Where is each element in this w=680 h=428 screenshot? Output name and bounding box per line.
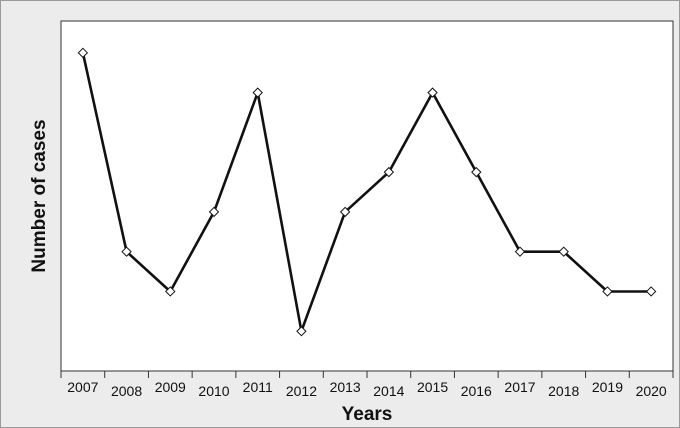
x-tick-label: 2012: [286, 383, 317, 399]
data-point-marker: [296, 326, 307, 337]
x-tick-label: 2018: [548, 383, 579, 399]
x-tick-label: 2017: [504, 379, 535, 395]
x-tick-label: 2010: [198, 383, 229, 399]
data-point-marker: [645, 286, 657, 297]
plot-area: [60, 20, 674, 372]
data-point-marker: [471, 166, 482, 178]
data-point-marker: [558, 246, 569, 257]
data-point-marker: [339, 206, 351, 218]
data-point-marker: [208, 206, 220, 218]
x-tick-label: 2011: [243, 379, 273, 395]
x-tick-label: 2016: [461, 383, 492, 399]
x-tick-label: 2020: [636, 383, 667, 399]
x-tick-labels: 2007 2008 2009 2010 2011 2012 2013 2014 2015 2016…: [67, 379, 667, 399]
x-axis-title: Years: [342, 404, 393, 425]
data-point-marker: [121, 246, 132, 257]
data-point-marker: [165, 286, 176, 297]
data-point-marker: [514, 246, 526, 257]
x-tick-label: 2015: [417, 379, 448, 395]
y-axis-title: Number of cases: [29, 119, 50, 272]
x-tick-label: 2009: [155, 379, 186, 395]
series-line: [81, 52, 652, 333]
x-tick-label: 2014: [373, 383, 404, 399]
data-point-marker: [427, 87, 438, 98]
data-point-marker: [383, 166, 395, 178]
data-point-marker: [252, 87, 263, 98]
x-ticks: [60, 371, 674, 378]
x-tick-label: 2019: [592, 379, 623, 395]
data-point-marker: [77, 47, 89, 59]
series-markers: [77, 47, 657, 337]
x-tick-label: 2007: [67, 379, 98, 395]
data-point-marker: [602, 286, 613, 297]
x-tick-label: 2013: [330, 379, 361, 395]
x-tick-label: 2008: [111, 383, 142, 399]
